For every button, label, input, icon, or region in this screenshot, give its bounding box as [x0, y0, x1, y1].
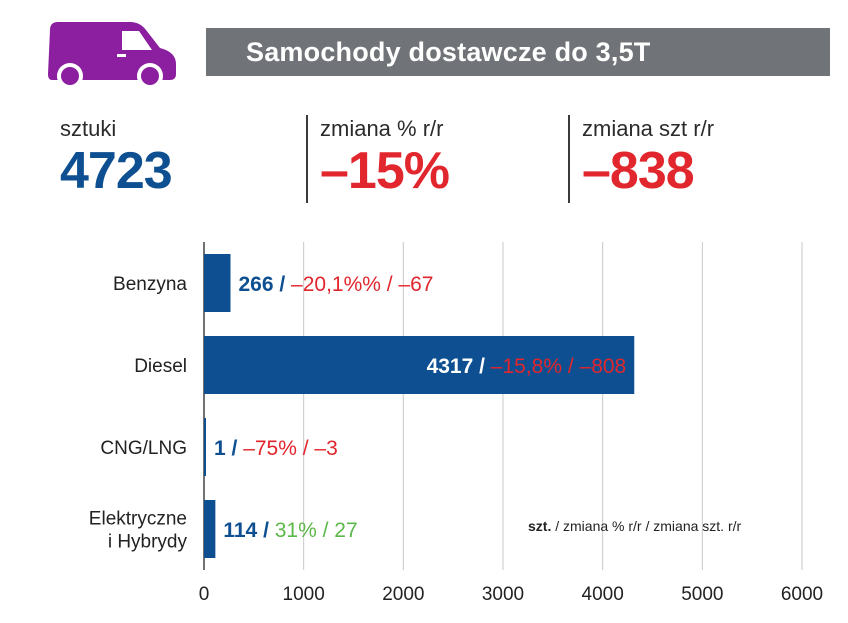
- pct-change-value: –15%: [320, 142, 450, 200]
- legend-note-bold: szt.: [528, 518, 552, 534]
- pct-change-stat: zmiana % r/r –15%: [320, 116, 450, 200]
- category-label: CNG/LNG: [100, 438, 187, 459]
- bar: [204, 500, 216, 558]
- x-tick-label: 1000: [283, 584, 325, 605]
- abs-change-value: –838: [582, 142, 695, 200]
- data-label: 114 / 31% / 27: [223, 519, 357, 542]
- legend-note-rest: / zmiana % r/r / zmiana szt. r/r: [551, 518, 742, 534]
- bar: [204, 254, 231, 312]
- units-label: sztuki: [60, 116, 117, 141]
- legend-note: szt. / zmiana % r/r / zmiana szt. r/r: [528, 518, 741, 534]
- abs-change-label: zmiana szt r/r: [582, 116, 715, 141]
- x-tick-label: 6000: [781, 584, 823, 605]
- bar: [204, 336, 635, 394]
- x-tick-label: 3000: [482, 584, 524, 605]
- data-label: 266 / –20,1%% / –67: [239, 273, 434, 296]
- x-tick-label: 0: [199, 584, 210, 605]
- units-value: 4723: [60, 142, 173, 200]
- abs-change-stat: zmiana szt r/r –838: [582, 116, 714, 200]
- category-label: Benzyna: [113, 274, 187, 295]
- pct-change-label: zmiana % r/r: [320, 116, 444, 141]
- x-tick-label: 2000: [382, 584, 424, 605]
- units-stat: sztuki 4723: [60, 116, 173, 200]
- page-title: Samochody dostawcze do 3,5T: [206, 28, 830, 76]
- delivery-van-icon: [48, 22, 176, 88]
- x-tick-label: 4000: [582, 584, 624, 605]
- data-label: 1 / –75% / –3: [214, 437, 338, 460]
- data-label: 4317 / –15,8% / –808: [427, 355, 627, 378]
- category-label: Diesel: [134, 356, 187, 377]
- stat-divider: [568, 115, 570, 203]
- bar: [204, 418, 206, 476]
- x-tick-label: 5000: [681, 584, 723, 605]
- category-label: Elektryczne i Hybrydy: [89, 509, 188, 553]
- stat-divider: [306, 115, 308, 203]
